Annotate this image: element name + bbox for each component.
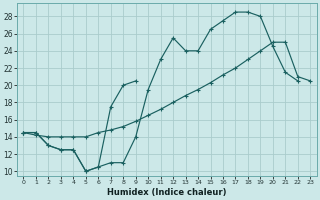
X-axis label: Humidex (Indice chaleur): Humidex (Indice chaleur) [107, 188, 227, 197]
